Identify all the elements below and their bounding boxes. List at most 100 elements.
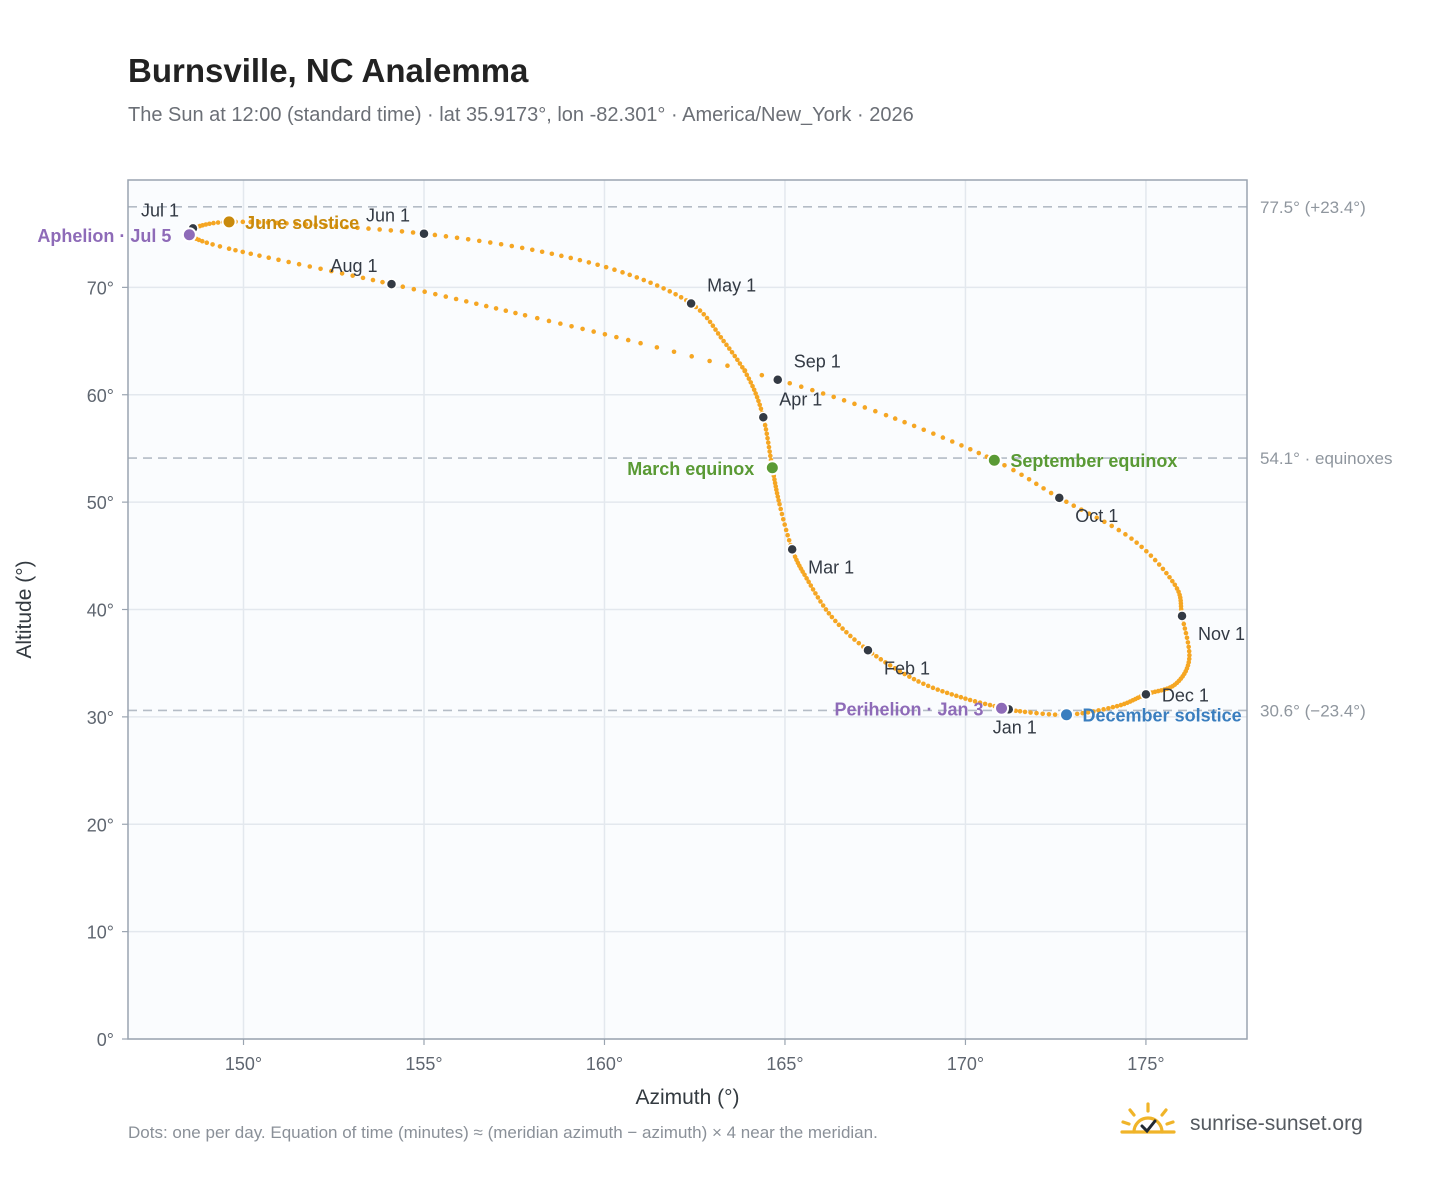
month-marker [757, 411, 770, 424]
event-label: March equinox [627, 459, 754, 479]
day-dot [333, 224, 339, 229]
day-dot [388, 228, 394, 233]
day-dot [718, 334, 724, 340]
day-dot [350, 273, 355, 278]
day-dot [852, 401, 857, 407]
day-dot [823, 607, 829, 612]
point-labels: Jan 1 Feb 1 Mar 1 Apr 1 May 1 Jun 1 Jul 1 Aug 1… [37, 200, 1245, 737]
day-dot [1110, 704, 1116, 710]
day-dot [1183, 630, 1189, 636]
reference-line-label: 54.1° · equinoxes [1260, 449, 1393, 468]
day-dot [591, 329, 596, 334]
day-dot [944, 690, 950, 696]
day-dot [453, 296, 459, 302]
day-dot [483, 303, 489, 309]
day-dot [603, 264, 609, 270]
day-dot [916, 679, 921, 684]
day-dot [1094, 515, 1100, 520]
day-dot [1185, 640, 1191, 645]
day-dot [721, 338, 726, 344]
y-tick-label: 0° [97, 1030, 114, 1050]
day-dot [753, 391, 758, 396]
day-dot [671, 349, 677, 355]
day-dot [840, 626, 845, 631]
day-dot [519, 245, 525, 251]
day-dot [818, 599, 823, 604]
day-dot [1022, 709, 1028, 715]
day-dot [787, 380, 793, 386]
axes: 150° 155° 160° 165° 170° 175° 0° 10° 20° 30° 40° 50… [87, 278, 1165, 1074]
day-dot [1170, 578, 1175, 584]
day-dot [862, 405, 868, 410]
day-dot [878, 657, 884, 662]
day-dot [1102, 519, 1107, 525]
day-dot [976, 450, 982, 456]
day-dot [400, 284, 406, 289]
day-dot [498, 241, 504, 247]
day-dot [1080, 710, 1085, 716]
day-dot [513, 310, 518, 316]
day-dot [808, 583, 814, 588]
month-label: Sep 1 [794, 352, 841, 372]
day-dot [1101, 707, 1106, 712]
month-label: Oct 1 [1075, 506, 1118, 526]
y-tick-label: 60° [87, 386, 114, 406]
day-dot [746, 376, 752, 381]
day-dot [776, 498, 781, 503]
day-dot [954, 693, 959, 699]
day-dot [614, 334, 619, 340]
day-dot [768, 453, 773, 459]
month-marker [1053, 492, 1066, 504]
day-dot [1074, 711, 1080, 717]
day-dot [204, 240, 210, 246]
day-dot [707, 358, 712, 364]
day-dot [1041, 486, 1046, 491]
day-dot [1184, 635, 1190, 641]
day-dot [539, 249, 545, 255]
x-tick-label: 165° [766, 1054, 803, 1074]
day-dot [1079, 507, 1084, 512]
day-dot [911, 676, 917, 682]
day-dot [602, 332, 608, 337]
day-dot [959, 443, 964, 448]
day-dot [1028, 710, 1033, 715]
day-dot [257, 253, 262, 258]
day-dot [586, 260, 592, 265]
day-dot [487, 240, 493, 245]
event-label: June solstice [245, 213, 359, 233]
day-dot [1152, 557, 1158, 563]
markers [181, 214, 1188, 723]
month-marker [771, 373, 784, 386]
day-dot [1034, 710, 1039, 716]
day-dot [648, 280, 653, 286]
day-dot [841, 398, 847, 403]
day-dot [751, 387, 757, 393]
month-marker [786, 543, 798, 556]
x-tick-label: 160° [586, 1054, 623, 1074]
event-marker [986, 452, 1002, 468]
month-marker [1176, 610, 1188, 622]
chart-subtitle: The Sun at 12:00 (standard time) · lat 3… [128, 104, 914, 126]
day-dot [240, 249, 246, 255]
day-dot [380, 279, 385, 285]
day-dot [226, 246, 232, 252]
day-dot [313, 222, 319, 228]
day-dot [798, 384, 804, 390]
month-label: Jul 1 [141, 200, 179, 220]
day-dot [433, 291, 438, 297]
day-dot [211, 220, 216, 226]
month-label: Apr 1 [779, 389, 822, 409]
day-dot [199, 238, 205, 244]
day-dot [1156, 562, 1162, 567]
day-dot [704, 315, 710, 321]
brand[interactable]: sunrise-sunset.org [1120, 1102, 1363, 1146]
day-dot [806, 579, 811, 585]
day-dot [559, 253, 564, 259]
day-dot [907, 674, 912, 679]
day-dot [248, 251, 254, 257]
day-dot [1064, 499, 1069, 505]
day-dot [735, 357, 740, 363]
day-dot [967, 697, 973, 703]
y-tick-label: 70° [87, 278, 114, 298]
